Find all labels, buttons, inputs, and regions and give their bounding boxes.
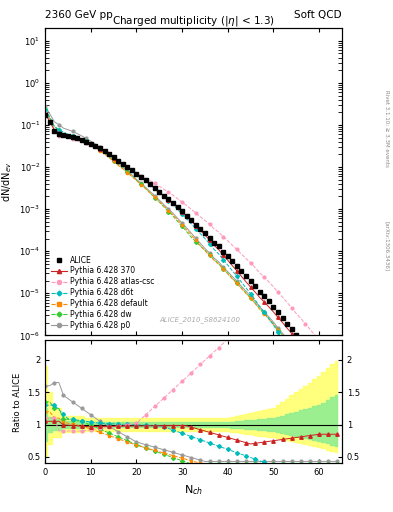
Y-axis label: dN/dN$_{ev}$: dN/dN$_{ev}$ — [0, 161, 14, 202]
Text: 2360 GeV pp: 2360 GeV pp — [45, 10, 113, 20]
Text: [arXiv:1306.3436]: [arXiv:1306.3436] — [385, 221, 389, 271]
Title: Charged multiplicity (|$\eta$| < 1.3): Charged multiplicity (|$\eta$| < 1.3) — [112, 14, 275, 28]
Y-axis label: Ratio to ALICE: Ratio to ALICE — [13, 372, 22, 432]
Text: Soft QCD: Soft QCD — [294, 10, 342, 20]
X-axis label: N$_{ch}$: N$_{ch}$ — [184, 483, 203, 497]
Legend: ALICE, Pythia 6.428 370, Pythia 6.428 atlas-csc, Pythia 6.428 d6t, Pythia 6.428 : ALICE, Pythia 6.428 370, Pythia 6.428 at… — [49, 254, 156, 332]
Text: ALICE_2010_S8624100: ALICE_2010_S8624100 — [159, 316, 240, 323]
Text: Rivet 3.1.10; ≥ 3.3M events: Rivet 3.1.10; ≥ 3.3M events — [385, 90, 389, 166]
